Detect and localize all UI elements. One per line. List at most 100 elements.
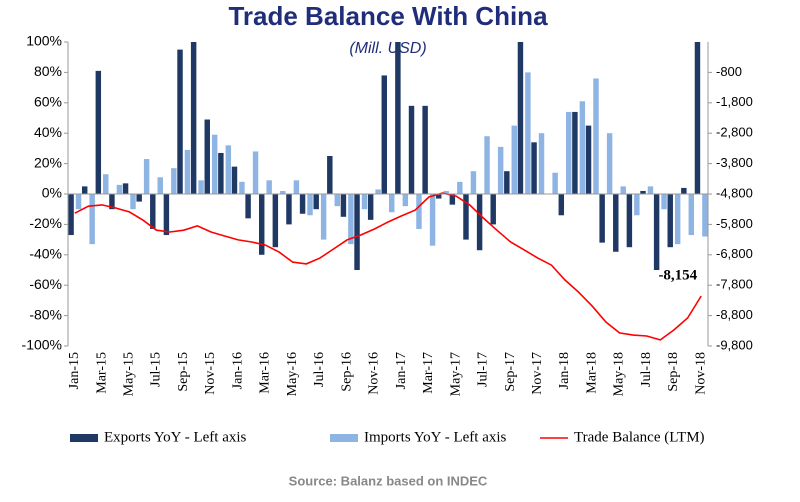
x-tick-label: Jul-16 [312,352,327,387]
bar [525,72,531,194]
legend-label: Exports YoY - Left axis [104,429,247,445]
bar [143,159,150,194]
bar [620,186,626,194]
bar [511,125,517,194]
x-tick-label: Nov-17 [530,352,545,395]
bar [184,149,191,194]
bar [103,174,109,194]
y2-tick-label: -8,800 [716,307,753,322]
bar [157,177,163,194]
bar [239,181,245,194]
bar [626,194,633,248]
bar [558,194,565,216]
bar [367,194,374,220]
x-tick-label: Nov-15 [203,352,218,395]
data-label: -8,154 [658,267,697,283]
x-tick-label: Sep-15 [176,352,191,392]
bar [688,194,695,236]
bar [395,42,401,194]
bar [674,194,681,245]
bar [484,136,490,194]
bar [634,194,640,216]
x-tick-label: Jul-15 [149,352,164,387]
bar [95,70,102,194]
bar [354,194,360,270]
bar [402,194,409,207]
bar [504,171,510,194]
bar [463,194,469,240]
bar [681,187,687,194]
bar [389,194,395,213]
bar [327,156,333,194]
x-tick-label: Mar-18 [584,352,599,394]
bar [68,194,74,236]
x-tick-label: Jan-15 [67,352,82,389]
legend-swatch [330,434,358,442]
y2-tick-label: -1,800 [716,94,753,109]
bar [340,194,347,217]
bar [293,180,300,194]
y2-tick-label: -7,800 [716,277,753,292]
bar [593,78,599,194]
bar [252,151,259,194]
bar [613,194,619,252]
bar [89,194,95,245]
x-tick-label: Jan-18 [557,352,572,389]
y2-tick-label: -6,800 [716,246,753,261]
bar [375,189,381,194]
y-tick-label: 40% [34,124,62,140]
x-tick-label: Sep-16 [339,352,354,392]
x-tick-label: Jul-17 [476,352,491,387]
bar [429,194,436,246]
bar [647,186,654,194]
bar [109,194,115,210]
bar [75,194,82,210]
bar [640,190,646,194]
y-tick-label: -60% [29,276,62,292]
bar [313,194,319,210]
bar [320,194,327,240]
x-tick-label: May-18 [612,352,627,396]
bar [566,111,572,194]
plot-area [68,42,708,341]
bar [150,194,156,229]
bar [572,111,578,194]
bar [497,146,504,194]
bar [361,194,368,210]
y2-tick-label: -3,800 [716,155,753,170]
bar [606,133,613,194]
bar [299,194,306,214]
legend-label: Trade Balance (LTM) [574,429,705,445]
bar [136,194,142,202]
bar [579,101,586,194]
y2-tick-label: -4,800 [716,185,753,200]
bar [457,181,463,194]
bar [177,49,183,194]
bar [204,119,210,194]
bar [116,184,123,194]
bar [231,166,238,194]
y-tick-label: 100% [26,33,62,49]
x-tick-label: May-15 [121,352,136,396]
x-tick-label: May-16 [285,352,300,396]
bar [163,194,170,236]
bar [272,194,279,248]
bar [211,134,218,194]
legend-label: Imports YoY - Left axis [364,429,507,445]
bar [218,152,224,194]
y2-tick-label: -9,800 [716,337,753,352]
y-tick-label: 0% [42,185,62,201]
y-tick-label: 20% [34,154,62,170]
bar [443,190,449,194]
bar [416,194,422,229]
bar [436,194,442,199]
bar [517,42,524,194]
bar [599,194,605,243]
bar [490,194,496,225]
bar [408,105,415,194]
bar [225,145,232,194]
bar [585,125,592,194]
legend-swatch [70,434,98,442]
chart-subtitle: (Mill. USD) [349,40,426,57]
